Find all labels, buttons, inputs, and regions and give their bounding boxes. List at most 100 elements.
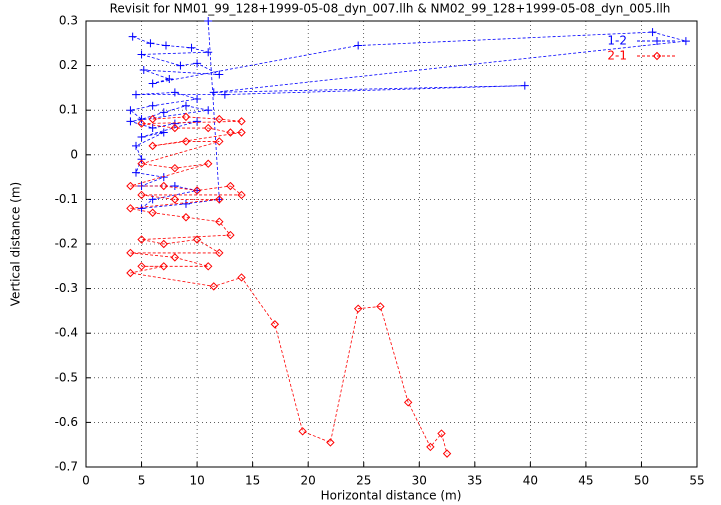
data-point [131,141,140,150]
data-point [126,204,135,213]
data-point [137,50,146,59]
y-tick-label: -0.7 [55,460,78,474]
data-point [131,168,140,177]
data-point [520,81,529,90]
data-point [192,235,202,244]
data-point [137,262,146,271]
data-point [226,230,235,240]
data-point [215,137,224,146]
data-point [148,101,157,110]
x-tick-label: 10 [189,474,204,488]
y-tick-label: 0.1 [59,103,78,117]
data-point [226,181,235,191]
y-tick-label: 0.3 [59,14,78,28]
x-tick-label: 0 [82,474,90,488]
x-tick-label: 45 [578,474,593,488]
data-point [203,123,213,133]
y-tick-label: 0 [70,147,78,161]
data-point [226,128,235,137]
data-point [139,66,148,75]
data-point [176,61,185,70]
plot-frame [85,20,698,468]
x-tick-label: 25 [356,474,371,488]
data-point [437,429,446,438]
data-point [237,273,246,282]
x-tick-label: 5 [138,474,146,488]
data-point [170,119,179,128]
data-point [353,304,363,313]
data-point [170,195,180,204]
data-point [137,155,146,164]
data-point [648,28,657,37]
data-point [159,239,168,249]
y-tick-label: -0.2 [55,237,78,251]
data-point [215,248,224,258]
data-point [137,119,146,128]
data-point [442,449,452,458]
data-point [181,112,191,122]
data-point [270,320,280,329]
y-tick-label: 0.2 [59,58,78,72]
data-point [181,213,191,222]
data-point [159,108,168,117]
data-point [203,159,213,168]
y-axis-label: Vertical distance (m) [9,182,23,306]
data-point [148,79,157,88]
data-point [220,90,229,99]
data-point [137,190,146,200]
data-point [128,32,137,41]
data-point [165,74,174,83]
data-point [215,114,224,124]
data-point [170,88,179,97]
data-point [203,262,213,271]
y-tick-label: -0.4 [55,326,78,340]
x-tick-label: 30 [412,474,427,488]
data-point [403,398,413,407]
legend-label: 1-2 [607,34,627,48]
data-point [354,41,363,50]
y-tick-label: -0.6 [55,415,78,429]
data-point [126,117,135,126]
data-point [137,204,146,213]
data-point [215,217,224,226]
data-point [681,37,690,46]
data-point [148,141,157,151]
data-point [148,114,157,124]
data-point [159,173,168,182]
x-tick-label: 55 [689,474,704,488]
data-point [170,163,180,173]
series-line [130,116,448,454]
data-point [209,88,218,97]
data-point [131,90,140,99]
data-point [426,442,435,452]
data-point [146,39,155,48]
chart-title: Revisit for NM01_99_128+1999-05-08_dyn_0… [110,2,671,16]
x-tick-label: 50 [634,474,649,488]
data-point [204,17,213,25]
y-tick-label: -0.1 [55,192,78,206]
data-point [204,106,213,115]
x-axis-label: Horizontal distance (m) [321,489,462,503]
data-point [126,268,135,278]
data-point [181,137,191,146]
data-point [126,106,135,115]
x-tick-label: 15 [245,474,260,488]
x-tick-label: 35 [467,474,482,488]
data-point [159,128,168,137]
data-point [298,427,307,436]
data-point [181,199,190,208]
data-point [170,182,179,191]
data-point [193,95,202,104]
data-point [237,190,246,200]
y-tick-label: -0.3 [55,281,78,295]
data-point [215,70,224,79]
legend-marker [652,51,662,61]
data-point [126,181,135,191]
data-point [326,438,335,447]
data-point [170,123,180,133]
data-point [161,41,170,50]
data-point [376,302,385,311]
legend-label: 2-1 [607,49,627,63]
data-point [192,186,202,195]
